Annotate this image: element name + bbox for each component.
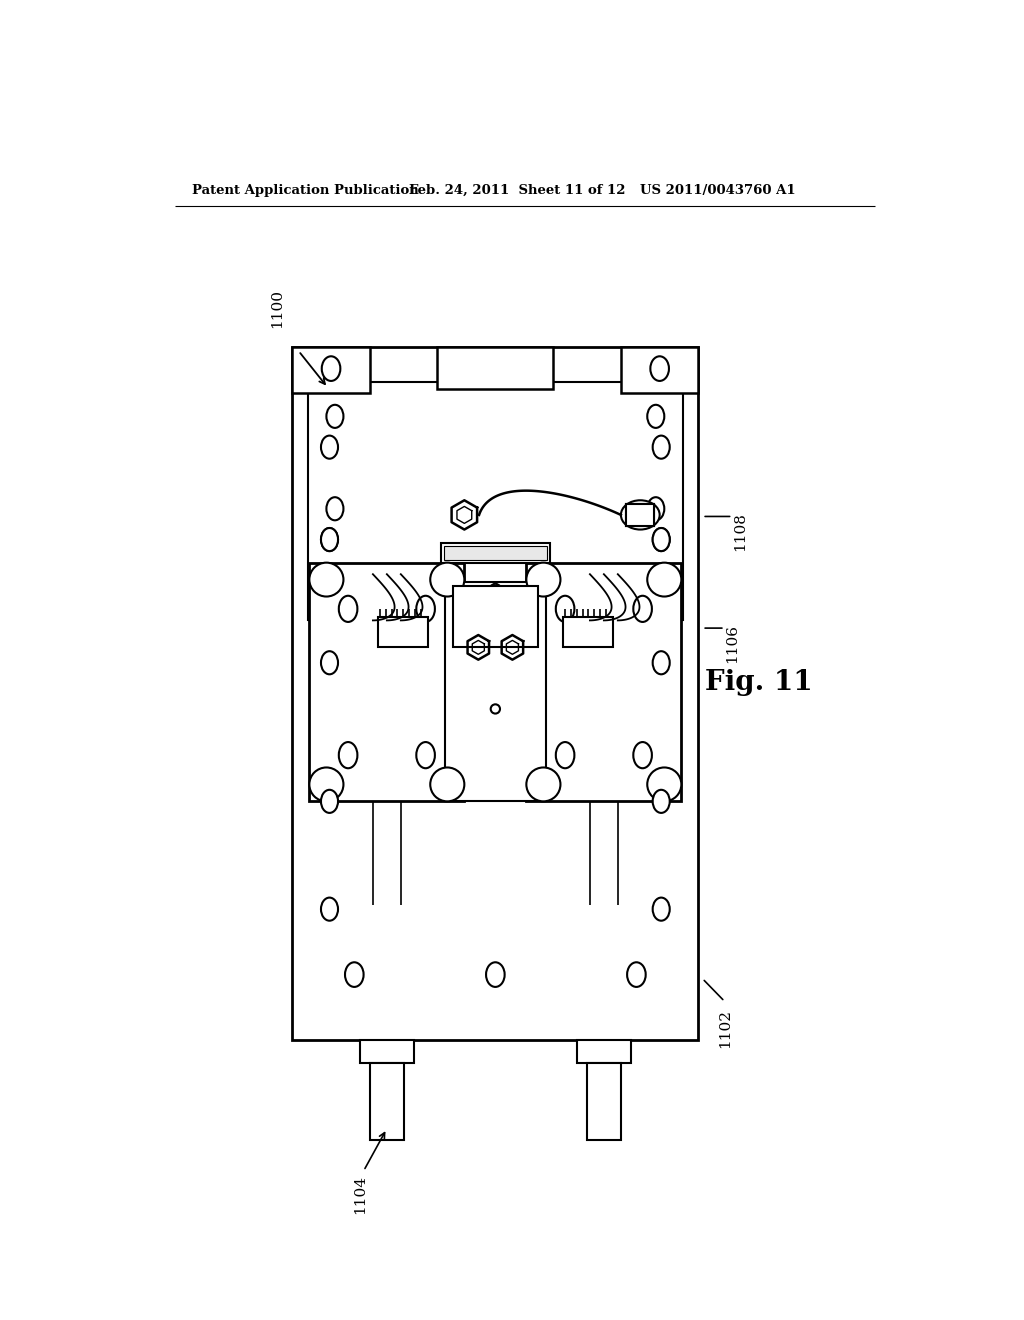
Ellipse shape [647, 405, 665, 428]
Bar [445, 582, 546, 801]
Bar [441, 544, 550, 562]
Ellipse shape [556, 595, 574, 622]
Circle shape [490, 705, 500, 714]
Bar [437, 347, 554, 389]
Text: Patent Application Publication: Patent Application Publication [191, 185, 418, 197]
Bar [370, 1063, 403, 1140]
Ellipse shape [327, 405, 343, 428]
Circle shape [647, 562, 681, 597]
Text: Feb. 24, 2011  Sheet 11 of 12: Feb. 24, 2011 Sheet 11 of 12 [409, 185, 625, 197]
Ellipse shape [417, 595, 435, 622]
Bar [292, 347, 698, 1040]
Ellipse shape [652, 651, 670, 675]
Ellipse shape [345, 962, 364, 987]
Circle shape [526, 562, 560, 597]
Ellipse shape [321, 528, 338, 552]
Circle shape [526, 767, 560, 801]
Bar [308, 381, 683, 620]
Bar [309, 562, 464, 801]
Text: Fig. 11: Fig. 11 [706, 668, 813, 696]
Ellipse shape [556, 742, 574, 768]
Bar [526, 562, 681, 801]
Ellipse shape [627, 962, 646, 987]
Ellipse shape [321, 651, 338, 675]
Ellipse shape [339, 742, 357, 768]
Bar [359, 1040, 414, 1063]
Ellipse shape [650, 356, 669, 381]
Ellipse shape [322, 356, 340, 381]
Text: 1102: 1102 [718, 1010, 732, 1048]
Ellipse shape [652, 789, 670, 813]
Ellipse shape [321, 528, 338, 552]
Ellipse shape [652, 528, 670, 552]
Bar [563, 616, 613, 647]
Bar [621, 347, 698, 393]
Circle shape [430, 562, 464, 597]
Ellipse shape [633, 742, 652, 768]
Bar [292, 347, 370, 393]
Text: US 2011/0043760 A1: US 2011/0043760 A1 [640, 185, 795, 197]
Bar [587, 1063, 621, 1140]
Ellipse shape [321, 436, 338, 459]
Bar [444, 546, 547, 560]
Ellipse shape [339, 595, 357, 622]
Ellipse shape [321, 898, 338, 921]
Text: 1108: 1108 [733, 512, 748, 552]
Circle shape [430, 767, 464, 801]
Ellipse shape [633, 595, 652, 622]
Ellipse shape [486, 962, 505, 987]
Circle shape [309, 562, 343, 597]
Ellipse shape [652, 898, 670, 921]
Bar [627, 504, 654, 525]
Ellipse shape [417, 742, 435, 768]
Bar [453, 586, 538, 647]
Circle shape [309, 767, 343, 801]
Bar [577, 1040, 631, 1063]
Ellipse shape [652, 528, 670, 552]
Ellipse shape [321, 789, 338, 813]
Bar [627, 504, 654, 525]
Text: 1104: 1104 [352, 1175, 367, 1214]
Text: 1100: 1100 [269, 289, 284, 327]
Ellipse shape [327, 498, 343, 520]
Ellipse shape [647, 498, 665, 520]
Circle shape [647, 767, 681, 801]
Bar [378, 616, 428, 647]
Ellipse shape [652, 436, 670, 459]
Text: 1106: 1106 [725, 624, 739, 663]
Ellipse shape [621, 500, 659, 529]
Ellipse shape [488, 583, 503, 603]
